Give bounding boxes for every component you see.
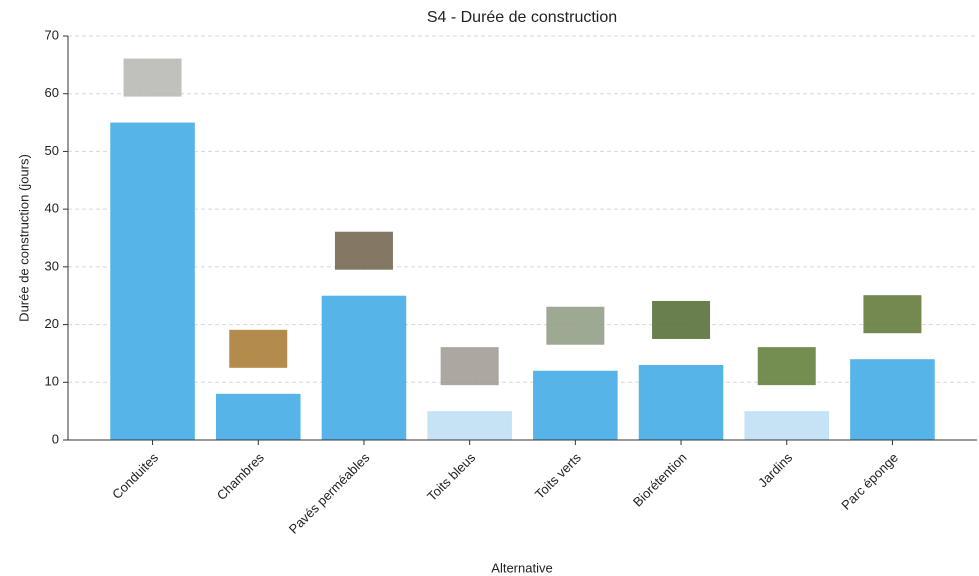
x-axis-label: Alternative [491,560,552,575]
thumbnail [335,232,393,270]
y-tick-label: 60 [45,85,59,100]
y-tick-label: 50 [45,143,59,158]
x-tick-label: Chambres [214,450,267,503]
x-tick-label: Toits verts [532,450,584,502]
y-tick-label: 40 [45,201,59,216]
chart: S4 - Durée de construction Alternative D… [0,0,979,576]
bar [427,411,512,440]
thumbnail [652,301,710,339]
x-tick-label: Conduites [109,450,161,502]
bar [744,411,829,440]
bar [110,123,195,440]
thumbnail [229,330,287,368]
y-tick-label: 70 [45,27,59,42]
bar [533,371,618,440]
y-tick-label: 20 [45,316,59,331]
chart-title: S4 - Durée de construction [427,9,617,26]
x-tick-label: Jardins [755,450,796,491]
x-tick-label: Parc éponge [838,450,901,513]
thumbnail [758,347,816,385]
bar [216,394,301,440]
bar [850,359,935,440]
thumbnail [441,347,499,385]
y-axis-label: Durée de construction (jours) [16,154,31,322]
page: S4 - Durée de construction Alternative D… [0,0,979,576]
y-tick-label: 0 [52,431,59,446]
y-tick-label: 30 [45,258,59,273]
x-tick-label: Pavés perméables [286,450,373,537]
bar [322,296,407,440]
y-tick-label: 10 [45,374,59,389]
thumbnail [124,59,182,97]
bar [639,365,724,440]
thumbnail [863,295,921,333]
x-tick-label: Toits bleus [424,450,478,504]
x-tick-label: Biorétention [630,450,690,510]
thumbnail [546,307,604,345]
